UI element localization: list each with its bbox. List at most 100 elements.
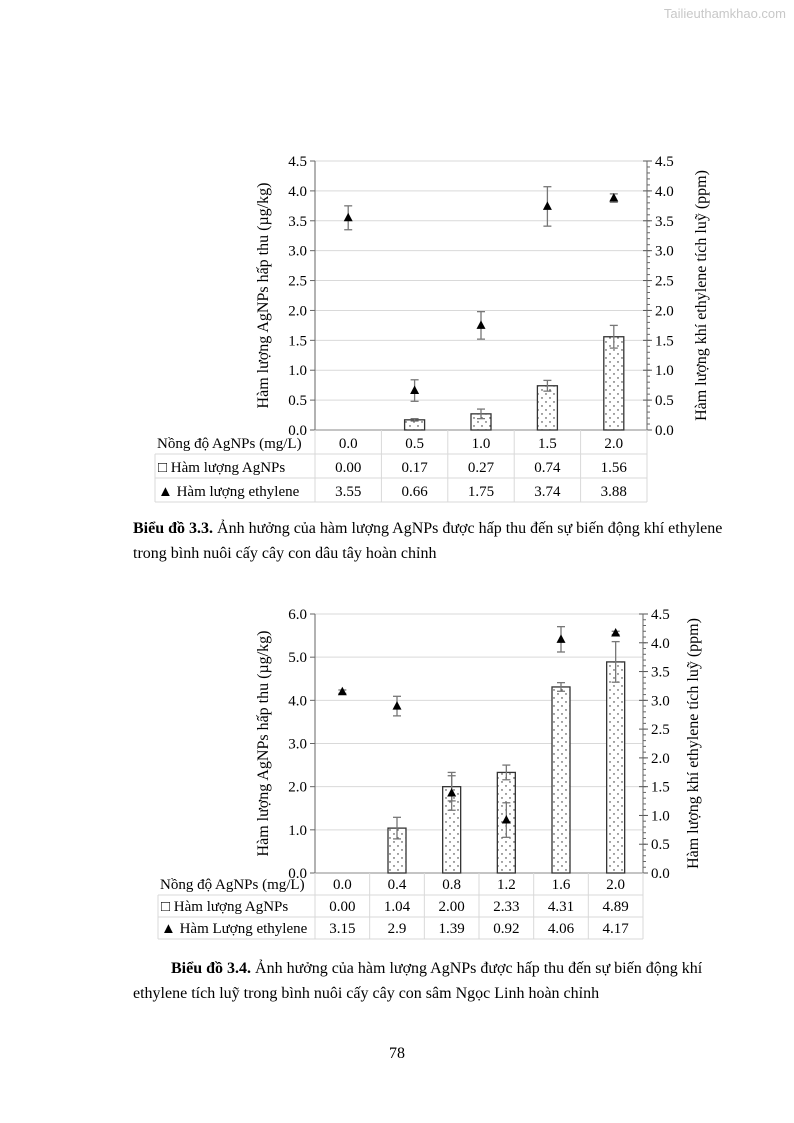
x-category-label: 1.5 <box>538 436 557 452</box>
x-category-label: 0.5 <box>405 436 424 452</box>
bar <box>606 661 626 874</box>
table-cell-agnps: 1.56 <box>601 460 628 476</box>
ethylene-point <box>476 320 486 329</box>
y2-tick-label: 2.0 <box>655 303 674 319</box>
table-cell-agnps: 0.00 <box>335 460 361 476</box>
caption-3-3: Biểu đồ 3.3. Ảnh hưởng của hàm lượng AgN… <box>133 516 733 566</box>
y2-axis-label: Hàm lượng khí ethylene tích luỹ (ppm) <box>693 170 710 421</box>
legend-ethylene: ▲ Hàm lượng ethylene <box>158 484 300 500</box>
table-cell-agnps: 0.74 <box>534 460 561 476</box>
y2-tick-label: 1.5 <box>651 780 670 796</box>
y-tick-label: 2.0 <box>288 780 307 796</box>
x-category-label: 0.4 <box>388 877 407 893</box>
table-cell-ethylene: 3.55 <box>335 484 361 500</box>
y2-tick-label: 1.5 <box>655 333 674 349</box>
x-axis-label: Nồng độ AgNPs (mg/L) <box>160 877 305 893</box>
y2-tick-label: 0.0 <box>655 423 674 439</box>
table-cell-agnps: 2.00 <box>439 899 465 915</box>
x-axis-label: Nồng độ AgNPs (mg/L) <box>157 436 302 452</box>
y2-tick-label: 3.5 <box>655 214 674 230</box>
y-tick-label: 0.5 <box>288 393 307 409</box>
y2-axis-label: Hàm lượng khí ethylene tích luỹ (ppm) <box>685 618 702 869</box>
y-tick-label: 3.5 <box>288 214 307 230</box>
y-axis-label: Hàm lượng AgNPs hấp thu (µg/kg) <box>255 631 272 857</box>
y2-tick-label: 3.0 <box>651 693 670 709</box>
caption-text: Ảnh hưởng của hàm lượng AgNPs được hấp t… <box>133 960 703 1002</box>
x-category-label: 2.0 <box>606 877 625 893</box>
chart-3-3: 0.0 0.5 1.0 1.5 2.0 2.5 3.0 3.5 4.0 4.5 0.0 0.5 1.0 1… <box>154 154 710 503</box>
table-cell-ethylene: 3.88 <box>601 484 627 500</box>
y-tick-label: 3.0 <box>288 244 307 260</box>
table-cell-agnps: 0.17 <box>401 460 428 476</box>
chart-3-4: 0.0 1.0 2.0 3.0 4.0 5.0 6.0 0.0 0.5 1.0 1.5 2.0 2.5 3… <box>157 607 702 940</box>
y-tick-label: 2.0 <box>288 303 307 319</box>
bar <box>536 385 559 431</box>
y2-tick-label: 0.0 <box>651 866 670 882</box>
y2-tick-label: 2.5 <box>651 722 670 738</box>
table-cell-ethylene: 0.92 <box>493 921 519 937</box>
y2-tick-label: 0.5 <box>655 393 674 409</box>
table-cell-ethylene: 1.39 <box>439 921 465 937</box>
table-cell-agnps: 4.89 <box>603 899 629 915</box>
legend-ethylene: ▲ Hàm Lượng ethylene <box>161 921 308 937</box>
bar <box>551 686 571 874</box>
x-category-label: 1.2 <box>497 877 516 893</box>
table-cell-agnps: 0.00 <box>329 899 355 915</box>
table-cell-ethylene: 2.9 <box>388 921 407 937</box>
y2-tick-label: 3.0 <box>655 244 674 260</box>
y2-tick-label: 0.5 <box>651 837 670 853</box>
ethylene-point <box>392 701 402 710</box>
ethylene-point <box>501 815 511 824</box>
bar <box>603 336 625 431</box>
table-cell-agnps: 1.04 <box>384 899 411 915</box>
table-cell-agnps: 0.27 <box>468 460 495 476</box>
y-tick-label: 5.0 <box>288 650 307 666</box>
y2-tick-label: 4.5 <box>651 607 670 623</box>
y2-tick-label: 2.5 <box>655 274 674 290</box>
x-category-label: 1.0 <box>472 436 491 452</box>
y2-tick-label: 4.0 <box>651 636 670 652</box>
caption-3-4: Biểu đồ 3.4. Ảnh hưởng của hàm lượng AgN… <box>133 956 733 1006</box>
ethylene-point <box>447 787 457 797</box>
table-cell-agnps: 2.33 <box>493 899 519 915</box>
caption-label: Biểu đồ 3.3. <box>133 520 214 537</box>
y-tick-label: 2.5 <box>288 274 307 290</box>
y-tick-label: 0.0 <box>288 423 307 439</box>
ethylene-point <box>609 193 619 202</box>
y2-tick-label: 1.0 <box>651 808 670 824</box>
table-cell-agnps: 4.31 <box>548 899 574 915</box>
x-category-label: 1.6 <box>552 877 571 893</box>
y-tick-label: 4.0 <box>288 184 307 200</box>
x-category-label: 0.8 <box>442 877 461 893</box>
ethylene-point <box>410 385 420 395</box>
table-cell-ethylene: 4.17 <box>603 921 630 937</box>
table-cell-ethylene: 1.75 <box>468 484 494 500</box>
ethylene-point <box>611 627 621 637</box>
y-tick-label: 4.0 <box>288 693 307 709</box>
caption-label: Biểu đồ 3.4. <box>171 960 252 977</box>
caption-text: Ảnh hưởng của hàm lượng AgNPs được hấp t… <box>133 520 723 562</box>
y-tick-label: 1.0 <box>288 823 307 839</box>
table-cell-ethylene: 0.66 <box>401 484 428 500</box>
y-axis-label: Hàm lượng AgNPs hấp thu (µg/kg) <box>255 183 272 409</box>
y2-tick-label: 4.0 <box>655 184 674 200</box>
y2-tick-label: 1.0 <box>655 363 674 379</box>
legend-agnps: □ Hàm lượng AgNPs <box>161 899 288 915</box>
y-tick-label: 1.5 <box>288 333 307 349</box>
y-tick-label: 6.0 <box>288 607 307 623</box>
ethylene-point <box>542 201 552 210</box>
x-category-label: 2.0 <box>604 436 623 452</box>
ethylene-point <box>556 634 566 643</box>
y-tick-label: 0.0 <box>288 866 307 882</box>
y-tick-label: 3.0 <box>288 737 307 753</box>
legend-agnps: □ Hàm lượng AgNPs <box>158 460 285 476</box>
x-category-label: 0.0 <box>339 436 358 452</box>
table-cell-ethylene: 4.06 <box>548 921 575 937</box>
y2-tick-label: 3.5 <box>651 665 670 681</box>
ethylene-point <box>337 686 347 696</box>
y-tick-label: 4.5 <box>288 154 307 170</box>
ethylene-point <box>343 212 353 222</box>
table-cell-ethylene: 3.74 <box>534 484 561 500</box>
table-cell-ethylene: 3.15 <box>329 921 355 937</box>
